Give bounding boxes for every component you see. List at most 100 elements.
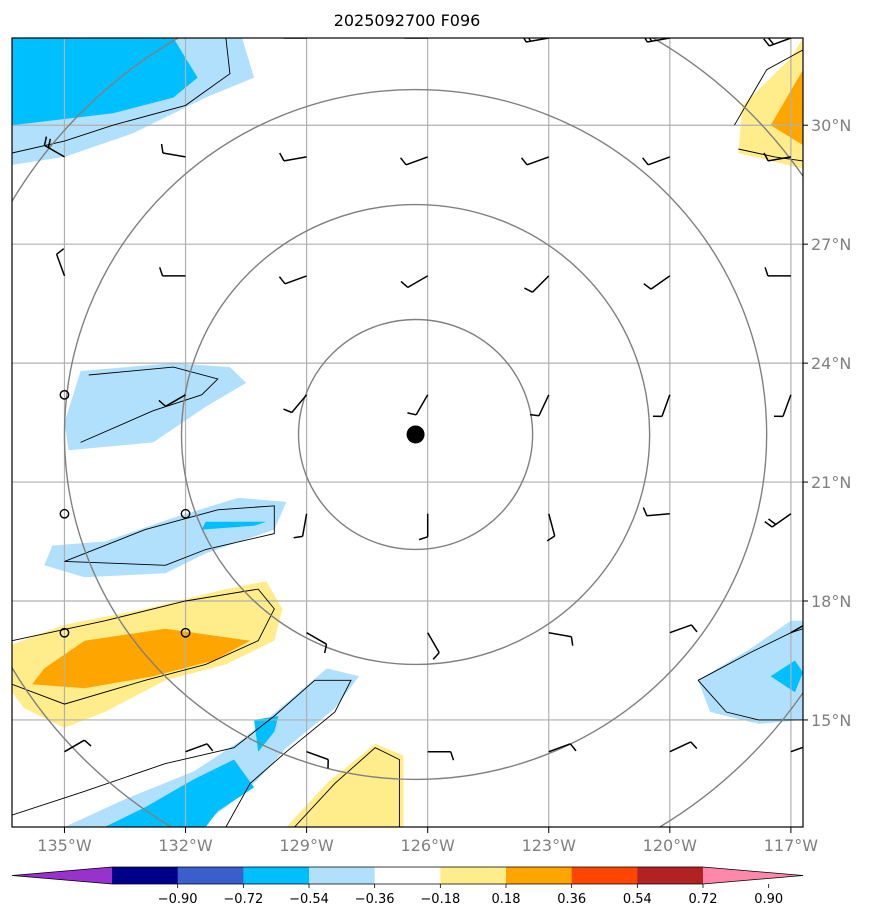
calm-wind-marker-0 <box>59 389 70 400</box>
x-tick-label-6: 117°W <box>764 836 819 855</box>
x-tick-label-4: 123°W <box>522 836 577 855</box>
contour-line-0 <box>12 38 231 154</box>
colorbar-tick-label-1: −0.72 <box>223 892 263 907</box>
wind-barb-25 <box>652 394 671 418</box>
chart-title: 2025092700 F096 <box>334 11 481 30</box>
filled-region-3 <box>44 497 287 578</box>
colorbar-tick-label-6: 0.36 <box>557 892 586 907</box>
contour-line-4 <box>12 679 352 827</box>
colorbar-tick-label-5: 0.18 <box>492 892 521 907</box>
wind-barb-3 <box>403 38 428 39</box>
wind-barb-20 <box>764 267 791 277</box>
x-tick-label-0: 135°W <box>37 836 92 855</box>
contour-line-6 <box>697 628 803 681</box>
filled-region-12 <box>770 660 803 693</box>
colorbar-tick-label-3: −0.36 <box>355 892 395 907</box>
wind-barb-34 <box>548 631 574 646</box>
filled-region-13 <box>738 38 803 169</box>
filled-region-11 <box>698 620 803 724</box>
x-tick-label-1: 132°W <box>158 836 213 855</box>
wind-barb-36 <box>790 624 803 634</box>
wind-barb-43 <box>790 746 803 753</box>
wind-barb-21 <box>158 394 186 407</box>
colorbar-tick-label-9: 0.90 <box>754 892 783 907</box>
colorbar-extend-high <box>703 867 803 884</box>
filled-region-10 <box>286 743 404 827</box>
filled-region-4 <box>201 521 267 530</box>
colorbar-bin-5 <box>440 867 507 884</box>
wind-barb-35 <box>669 624 698 634</box>
range-ring-0 <box>297 318 534 551</box>
y-tick-label-0: 15°N <box>811 711 851 730</box>
wind-barb-1 <box>181 38 186 39</box>
wind-barb-40 <box>427 750 455 761</box>
y-tick-label-1: 18°N <box>811 592 851 611</box>
colorbar-bin-2 <box>243 867 310 884</box>
filled-region-7 <box>64 668 360 827</box>
filled-region-9 <box>254 716 279 752</box>
wind-barb-27 <box>293 513 308 539</box>
filled-region-2 <box>64 363 247 451</box>
calm-wind-marker-3 <box>59 627 70 638</box>
storm-center-marker <box>406 425 425 444</box>
colorbar-extend-low <box>12 867 112 884</box>
wind-barb-37 <box>64 739 92 753</box>
wind-barb-23 <box>407 394 429 416</box>
colorbar-bin-3 <box>309 867 376 884</box>
x-tick-label-2: 129°W <box>279 836 334 855</box>
colorbar-tick-label-0: −0.90 <box>158 892 198 907</box>
wind-barb-38 <box>185 743 214 753</box>
colorbar-bin-4 <box>374 867 441 884</box>
colorbar-bin-1 <box>177 867 244 884</box>
wind-barb-31 <box>764 513 792 528</box>
y-tick-label-4: 27°N <box>811 235 851 254</box>
wind-barb-11 <box>520 156 550 166</box>
wind-barb-28 <box>418 513 429 541</box>
map-content <box>12 38 803 827</box>
plot-frame <box>11 37 804 828</box>
x-axis-ticks: 135°W 132°W 129°W 126°W 123°W 120°W 117°W <box>37 827 818 855</box>
wind-barb-19 <box>643 275 671 290</box>
wind-barb-13 <box>763 152 792 162</box>
calm-wind-marker-2 <box>180 508 191 519</box>
colorbar: −0.90 −0.72 −0.54 −0.36 −0.18 0.18 0.36 0.54 0.7… <box>11 866 804 907</box>
range-ring-2 <box>63 88 768 781</box>
y-axis-ticks: 15°N 18°N 21°N 24°N 27°N 30°N <box>803 116 851 730</box>
wind-barb-39 <box>306 750 329 769</box>
contour-line-3 <box>12 588 275 705</box>
wind-barb-7 <box>43 136 65 158</box>
wind-barb-0 <box>60 38 65 39</box>
x-tick-label-5: 120°W <box>643 836 698 855</box>
wind-barb-2 <box>282 38 307 39</box>
y-tick-label-3: 24°N <box>811 354 851 373</box>
map-plot-area <box>11 37 804 828</box>
wind-barb-10 <box>399 156 428 166</box>
colorbar-bin-6 <box>506 867 573 884</box>
wind-barb-14 <box>55 248 66 277</box>
contour-line-5 <box>294 747 400 827</box>
filled-region-1 <box>12 38 198 126</box>
contour-line-7 <box>697 680 803 721</box>
wind-barb-30 <box>642 507 670 517</box>
wind-barb-16 <box>278 275 307 285</box>
calm-wind-marker-4 <box>180 627 191 638</box>
wind-barb-22 <box>283 394 308 414</box>
wind-barb-32 <box>306 632 328 654</box>
wind-barb-9 <box>279 152 307 162</box>
wind-barb-26 <box>773 394 792 418</box>
wind-barb-24 <box>530 394 550 417</box>
y-tick-label-2: 21°N <box>811 473 851 492</box>
colorbar-outline <box>11 866 804 885</box>
contour-line-9 <box>738 148 803 162</box>
filled-region-6 <box>32 628 251 689</box>
wind-barb-17 <box>400 275 429 289</box>
colorbar-tick-label-8: 0.72 <box>689 892 718 907</box>
range-ring-1 <box>180 203 651 666</box>
wind-barb-18 <box>524 275 550 293</box>
contour-line-8 <box>734 49 803 126</box>
wind-barb-41 <box>548 743 577 753</box>
contour-line-2 <box>64 505 275 566</box>
wind-barb-33 <box>427 632 440 660</box>
colorbar-bin-8 <box>637 867 704 884</box>
